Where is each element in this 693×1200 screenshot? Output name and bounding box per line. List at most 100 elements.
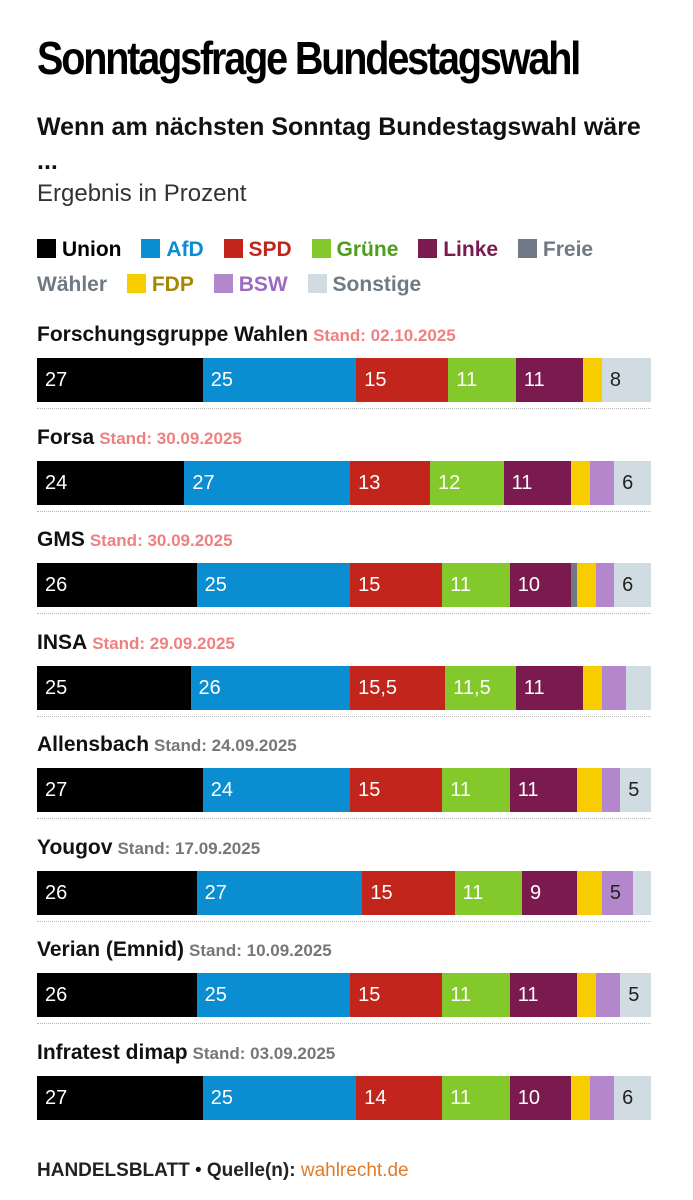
data-label: 24	[210, 779, 234, 801]
poll-date: Stand: 02.10.2025	[313, 326, 456, 345]
bar-segment-linke: 11	[509, 768, 578, 812]
legend-swatch	[37, 239, 56, 258]
bar-segment-fdp	[577, 973, 597, 1017]
bar-segment-linke: 11	[503, 460, 572, 505]
legend-item-bsw: BSW	[213, 273, 288, 296]
legend-item-sonstige: Sonstige	[307, 273, 421, 296]
legend-label: BSW	[238, 273, 288, 296]
poll-row: Yougov Stand: 17.09.2025 26 27 15 11 9 5	[37, 833, 651, 936]
row-separator	[37, 510, 651, 512]
data-label: 5	[609, 881, 621, 904]
row-separator	[37, 920, 651, 922]
data-label: 24	[45, 471, 68, 494]
data-label: 25	[204, 984, 227, 1006]
poll-row: INSA Stand: 29.09.2025 25 26 15,5 11,5 11	[37, 628, 651, 731]
data-label: 6	[622, 1086, 634, 1109]
legend-item-spd: SPD	[223, 238, 292, 261]
bar-segment-bsw	[601, 665, 627, 710]
poll-institute: Verian (Emnid)	[37, 938, 185, 961]
bar-segment-sonstige: 8	[601, 358, 651, 402]
stacked-bar: 25 26 15,5 11,5 11	[37, 665, 651, 710]
bar-segment-spd: 15	[350, 973, 443, 1017]
poll-date: Stand: 03.09.2025	[192, 1043, 336, 1063]
data-label: 15	[358, 984, 381, 1006]
bar-segment-sonstige: 5	[620, 973, 651, 1017]
bar-segment-gruene: 11	[454, 870, 523, 915]
bar-segment-spd: 15	[350, 768, 443, 812]
poll-header: Verian (Emnid) Stand: 10.09.2025	[37, 935, 332, 965]
bar-segment-sonstige	[626, 665, 651, 710]
bar-segment-spd: 15,5	[350, 665, 446, 710]
data-label: 11	[511, 471, 533, 494]
bar-segment-spd: 14	[356, 1075, 443, 1120]
stacked-bar: 27 25 15 11 11 8	[37, 358, 651, 402]
stacked-bar: 27 24 15 11 11 5	[37, 768, 651, 812]
poll-header: INSA Stand: 29.09.2025	[37, 628, 235, 658]
bar-segment-gruene: 11,5	[445, 665, 517, 710]
data-label: 11	[456, 369, 478, 391]
bar-segment-union: 27	[37, 358, 204, 402]
legend-item-gruene: Grüne	[311, 238, 398, 261]
poll-institute: GMS	[37, 528, 85, 551]
data-label: 5	[628, 984, 640, 1006]
bar-segment-union: 25	[37, 665, 191, 710]
row-separator	[37, 818, 651, 819]
bar-segment-afd: 27	[196, 870, 363, 915]
bar-segment-linke: 11	[515, 665, 584, 710]
data-label: 11	[523, 676, 545, 699]
bar-segment-sonstige: 6	[614, 1075, 651, 1120]
data-label: 13	[358, 471, 381, 494]
stacked-bar: 26 25 15 11 11 5	[37, 973, 651, 1017]
data-label: 15	[358, 779, 381, 801]
bar-segment-afd: 25	[202, 1075, 357, 1120]
data-label: 11,5	[453, 676, 491, 699]
legend-label: Freie Wähler	[37, 238, 594, 296]
poll-institute: Yougov	[37, 835, 113, 859]
footer-separator: •	[194, 1160, 202, 1181]
bar-segment-linke: 10	[509, 1075, 572, 1120]
data-label: 27	[45, 779, 68, 801]
data-label: 27	[45, 1086, 68, 1109]
poll-row: Verian (Emnid) Stand: 10.09.2025 26 25 15 11 1…	[37, 935, 651, 1038]
footer: HANDELSBLATT • Quelle(n): wahlrecht.de	[37, 1157, 409, 1185]
stacked-bar: 26 27 15 11 9 5	[37, 870, 651, 915]
bar-segment-union: 26	[37, 563, 198, 607]
poll-header: GMS Stand: 30.09.2025	[37, 525, 233, 555]
data-label: 26	[198, 676, 221, 699]
legend-swatch	[307, 274, 327, 293]
bar-segment-linke: 11	[515, 358, 584, 402]
stacked-bar: 27 25 14 11 10 6	[37, 1075, 651, 1120]
data-label: 6	[622, 574, 634, 596]
bar-segment-fdp	[571, 460, 591, 505]
data-label: 25	[210, 1086, 234, 1109]
data-label: 26	[45, 984, 68, 1006]
bar-segment-fdp	[583, 665, 603, 710]
poll-row: Allensbach Stand: 24.09.2025 27 24 15 11 11 5	[37, 730, 651, 833]
bar-segment-bsw	[595, 563, 615, 607]
bar-segment-afd: 25	[196, 973, 351, 1017]
poll-header: Yougov Stand: 17.09.2025	[37, 833, 260, 863]
source-link[interactable]: wahlrecht.de	[300, 1160, 409, 1181]
legend-swatch	[223, 239, 243, 258]
legend-item-fdp: FDP	[126, 273, 194, 296]
legend-swatch	[126, 274, 146, 293]
data-label: 26	[45, 574, 68, 596]
data-label: 8	[609, 369, 621, 391]
row-separator	[37, 1023, 651, 1024]
bar-segment-fdp	[583, 358, 603, 402]
poll-date: Stand: 10.09.2025	[189, 941, 332, 960]
bar-segment-sonstige: 5	[620, 768, 651, 812]
bar-segment-bsw	[601, 768, 621, 812]
data-label: 26	[45, 881, 68, 904]
bar-segment-union: 24	[37, 460, 185, 505]
bar-segment-spd: 15	[362, 870, 455, 915]
data-label: 11	[450, 984, 471, 1006]
bar-segment-union: 27	[37, 768, 204, 812]
data-label: 27	[192, 471, 215, 494]
legend-swatch	[517, 239, 537, 258]
bar-segment-bsw	[595, 973, 621, 1017]
publisher-name: HANDELSBLATT	[37, 1160, 190, 1181]
legend-label: Linke	[443, 238, 499, 261]
data-label: 15,5	[358, 676, 398, 699]
